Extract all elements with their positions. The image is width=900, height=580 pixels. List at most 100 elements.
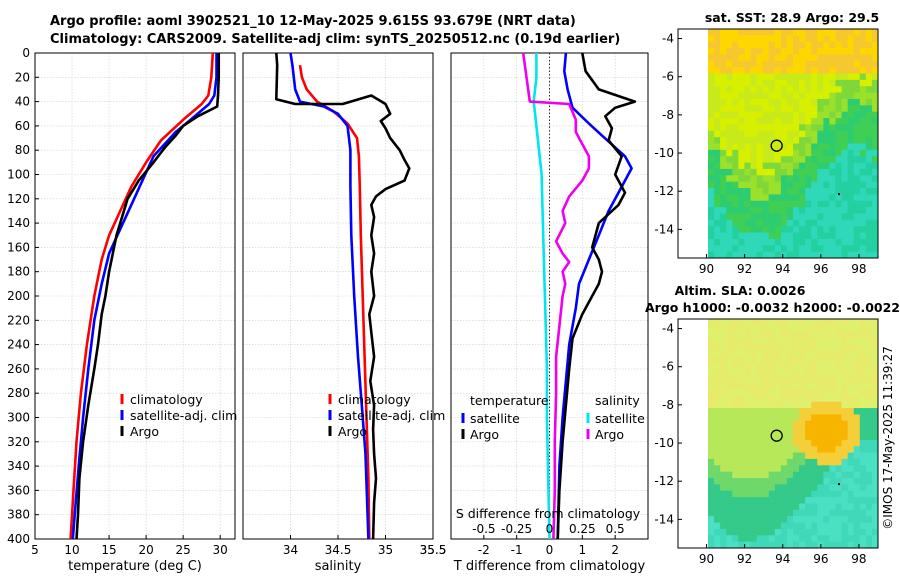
map-cell — [841, 124, 849, 132]
map-cell — [756, 401, 764, 409]
map-cell — [708, 350, 715, 358]
map-cell — [811, 344, 818, 352]
x-tick-label: 34.5 — [325, 543, 352, 557]
map-cell — [714, 344, 721, 352]
map-cell — [823, 388, 830, 396]
map-cell — [768, 175, 776, 183]
map-cell — [732, 471, 739, 479]
map-cell — [799, 319, 806, 326]
map-cell — [708, 60, 715, 68]
map-cell — [853, 143, 861, 151]
map-cell — [811, 484, 818, 492]
map-cell — [805, 137, 812, 144]
map-cell — [865, 149, 873, 157]
map-cell — [817, 522, 824, 530]
map-cell — [871, 522, 879, 530]
map-cell — [853, 497, 861, 504]
map-cell — [714, 528, 721, 536]
map-cell — [859, 338, 867, 345]
map-cell — [835, 137, 842, 144]
map-cell — [865, 363, 873, 371]
map-cell — [841, 73, 849, 81]
map-cell — [799, 111, 806, 119]
map-cell — [829, 528, 836, 536]
x-top-tick-label: 0.5 — [606, 522, 625, 536]
map-cell — [720, 232, 727, 240]
map-cell — [756, 188, 764, 195]
map-cell — [732, 188, 739, 195]
map-cell — [865, 213, 873, 221]
map-cell — [871, 175, 879, 183]
map-cell — [762, 535, 770, 543]
map-cell — [859, 452, 867, 460]
map-cell — [865, 226, 873, 233]
map-cell — [744, 156, 751, 163]
map-cell — [871, 219, 879, 227]
map-cell — [786, 219, 794, 227]
map-cell — [853, 73, 861, 81]
map-cell — [817, 408, 824, 415]
map-cell — [732, 200, 739, 208]
map-cell — [805, 219, 812, 227]
map-cell — [726, 344, 733, 352]
map-cell — [762, 175, 770, 183]
map-cell — [780, 427, 788, 434]
map-cell — [793, 516, 800, 523]
map-cell — [732, 137, 739, 144]
map-cell — [793, 338, 800, 345]
map-lat-label: -14 — [654, 222, 674, 236]
map-lat-label: -8 — [662, 108, 674, 122]
map-cell — [835, 143, 842, 151]
map-cell — [750, 73, 757, 81]
map-cell — [799, 395, 806, 403]
map-cell — [811, 471, 818, 479]
map-cell — [720, 541, 727, 549]
map-cell — [859, 238, 867, 246]
map-cell — [738, 251, 745, 259]
map-cell — [829, 137, 836, 144]
map-cell — [744, 245, 751, 253]
map-cell — [829, 156, 836, 163]
map-cell — [708, 344, 715, 352]
map-cell — [847, 200, 855, 208]
map-cell — [835, 388, 842, 396]
map-cell — [786, 29, 794, 36]
map-cell — [859, 156, 867, 163]
map-cell — [720, 98, 727, 106]
map-cell — [768, 465, 776, 473]
map-cell — [871, 79, 879, 87]
y-tick-label: 340 — [7, 459, 30, 473]
map-cell — [708, 137, 715, 144]
map-cell — [768, 325, 776, 333]
map-cell — [738, 219, 745, 227]
map-cell — [799, 331, 806, 339]
map-cell — [859, 528, 867, 536]
map-cell — [714, 458, 721, 466]
map-cell — [829, 188, 836, 195]
map-cell — [829, 535, 836, 543]
map-cell — [847, 427, 855, 434]
map-cell — [817, 232, 824, 240]
map-cell — [768, 226, 776, 233]
map-cell — [841, 238, 849, 246]
map-cell — [738, 98, 745, 106]
map-cell — [744, 168, 751, 176]
map-cell — [823, 331, 830, 339]
map-cell — [805, 535, 812, 543]
map-cell — [786, 433, 794, 441]
map-cell — [720, 522, 727, 530]
map-cell — [780, 357, 788, 364]
map-cell — [744, 535, 751, 543]
map-cell — [859, 162, 867, 170]
map-cell — [829, 67, 836, 74]
map-cell — [793, 92, 800, 100]
map-cell — [835, 124, 842, 132]
map-cell — [708, 213, 715, 221]
map-cell — [744, 188, 751, 195]
map-cell — [835, 60, 842, 68]
map-cell — [799, 124, 806, 132]
map-cell — [720, 130, 727, 138]
sla-map-panel: 90 92 94 96 98-4-6-8-10-12-14 — [654, 318, 879, 566]
map-cell — [762, 156, 770, 163]
map-cell — [823, 528, 830, 536]
